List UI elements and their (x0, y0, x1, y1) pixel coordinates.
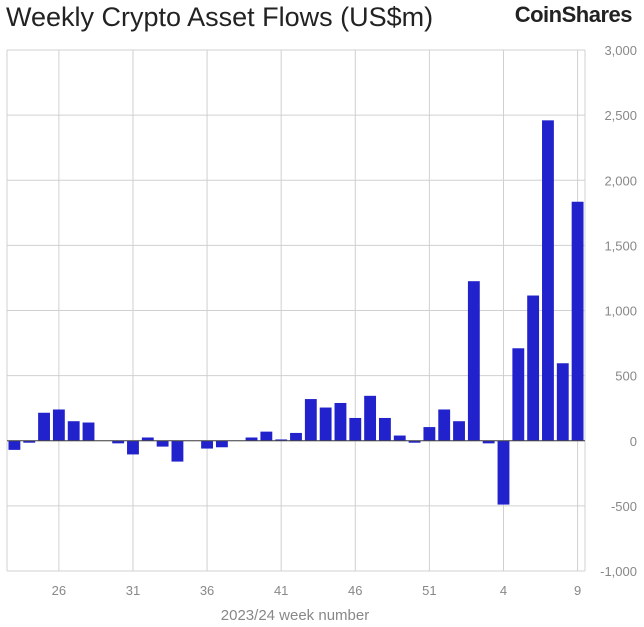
bar-week-1 (453, 421, 465, 441)
bar-week-28 (82, 422, 95, 441)
y-tick-label: 2,500 (604, 108, 637, 123)
y-tick-label: 3,000 (604, 43, 637, 58)
x-tick-label: 26 (52, 583, 66, 598)
chart-bars (7, 120, 585, 505)
y-tick-label: -500 (611, 499, 637, 514)
x-tick-label: 51 (422, 583, 436, 598)
bar-week-9 (571, 201, 584, 441)
x-tick-label: 41 (274, 583, 288, 598)
bar-week-52 (438, 409, 451, 441)
bar-week-26 (52, 409, 65, 441)
y-tick-label: 0 (630, 434, 637, 449)
bar-week-34 (171, 440, 184, 462)
x-tick-label: 9 (574, 583, 581, 598)
y-axis-ticks: 3,000 2,500 2,000 1,500 1,000 500 0 -500 -1,000 (600, 43, 637, 579)
bar-week-49 (393, 435, 406, 441)
bar-week-3 (482, 440, 495, 444)
x-tick-label: 4 (500, 583, 507, 598)
y-tick-label: -1,000 (600, 564, 637, 579)
bar-week-33 (156, 440, 169, 447)
bar-week-51 (423, 427, 436, 441)
bar-week-32 (141, 437, 154, 441)
bar-week-24 (23, 440, 36, 443)
bar-week-43 (304, 399, 317, 441)
bar-week-8 (556, 363, 569, 441)
bar-week-48 (378, 417, 391, 441)
bar-week-5 (512, 348, 525, 441)
bar-week-39 (245, 437, 258, 441)
x-tick-label: 31 (126, 583, 140, 598)
bar-week-46 (349, 417, 362, 441)
bar-week-44 (319, 407, 332, 441)
bar-week-30 (112, 440, 125, 444)
bar-week-27 (67, 421, 80, 441)
bar-week-7 (542, 120, 554, 441)
bar-week-41 (275, 439, 288, 441)
y-tick-label: 500 (615, 369, 637, 384)
bar-week-6 (527, 295, 540, 441)
coinshares-logo: CoinShares (514, 2, 633, 27)
bar-week-40 (260, 431, 273, 441)
bar-week-23 (8, 440, 21, 450)
x-tick-label: 36 (200, 583, 214, 598)
bar-week-25 (38, 412, 50, 441)
bar-week-4 (497, 440, 510, 505)
x-axis-ticks: 26 31 36 41 46 51 4 9 (52, 583, 582, 598)
y-tick-label: 1,000 (604, 304, 637, 319)
bar-week-31 (127, 440, 139, 455)
bar-week-42 (290, 432, 302, 441)
chart-title: Weekly Crypto Asset Flows (US$m) (6, 2, 434, 32)
x-tick-label: 46 (348, 583, 362, 598)
bar-week-2 (467, 281, 480, 441)
bar-week-36 (201, 440, 214, 449)
x-axis-label: 2023/24 week number (221, 607, 369, 624)
bar-week-50 (408, 440, 421, 443)
bar-week-37 (215, 440, 228, 448)
bar-week-45 (334, 402, 347, 441)
bar-week-47 (364, 395, 377, 441)
y-tick-label: 1,500 (604, 238, 637, 253)
y-tick-label: 2,000 (604, 173, 637, 188)
